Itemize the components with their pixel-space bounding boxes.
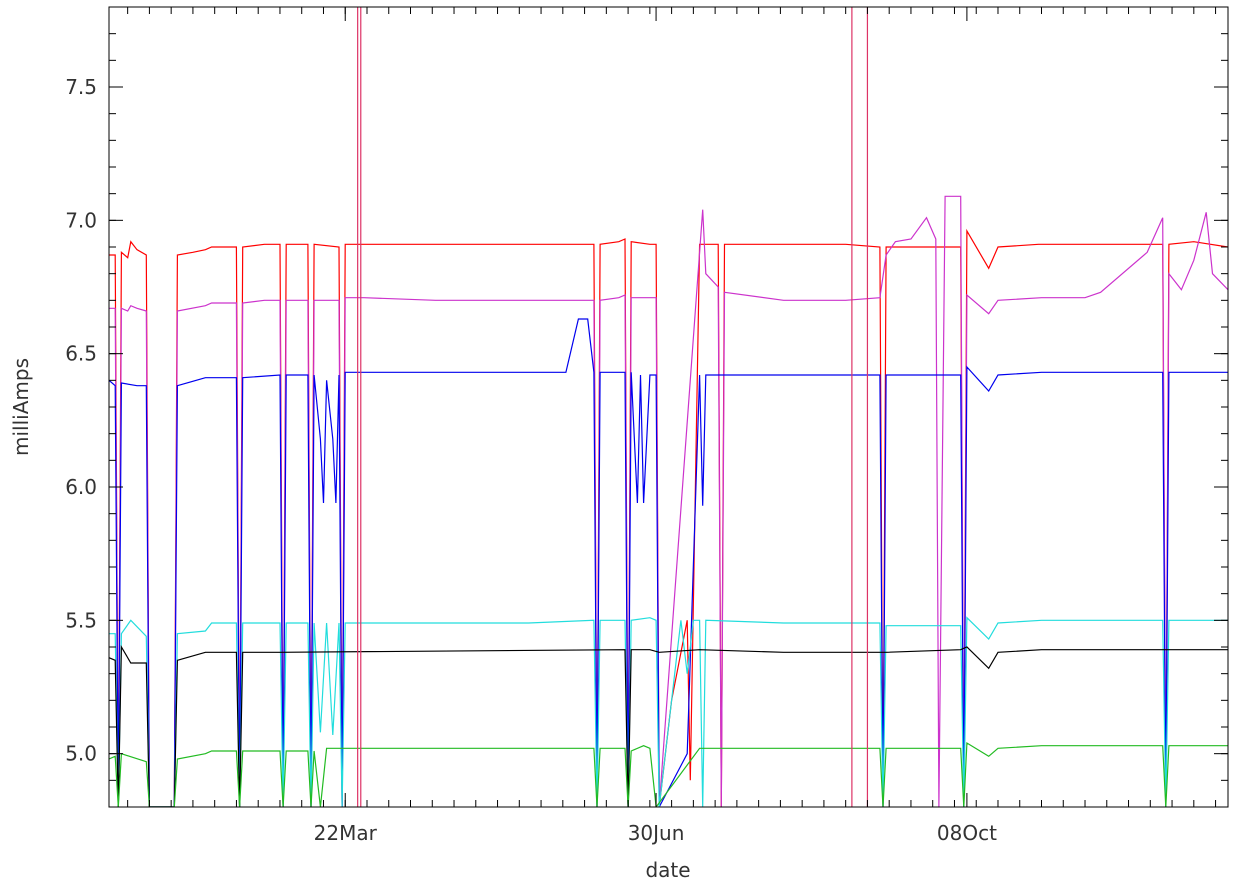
y-tick-labels: 5.0 5.5 6.0 6.5 7.0 7.5 <box>65 75 97 766</box>
x-tick-label: 22Mar <box>314 821 378 845</box>
x-tick-labels: 22Mar 30Jun 08Oct <box>314 821 997 845</box>
y-tick-label: 6.5 <box>65 342 97 366</box>
series-line-2 <box>109 195 1228 807</box>
y-tick-label: 5.0 <box>65 742 97 766</box>
series-line-3 <box>109 318 1228 807</box>
y-tick-label: 6.0 <box>65 475 97 499</box>
series-line-4 <box>109 616 1228 807</box>
series-line-5 <box>109 644 1228 807</box>
x-tick-label: 08Oct <box>937 821 997 845</box>
series-layer <box>109 195 1228 807</box>
series-line-1 <box>109 228 1228 807</box>
y-tick-label: 5.5 <box>65 608 97 632</box>
y-tick-label: 7.0 <box>65 208 97 232</box>
y-tick-label: 7.5 <box>65 75 97 99</box>
vertical-lines-layer <box>357 7 869 807</box>
ticks-layer <box>109 6 1228 808</box>
y-axis-label: milliAmps <box>9 358 33 456</box>
series-line-6 <box>109 741 1228 807</box>
x-tick-label: 30Jun <box>628 821 685 845</box>
x-axis-label: date <box>645 858 690 882</box>
